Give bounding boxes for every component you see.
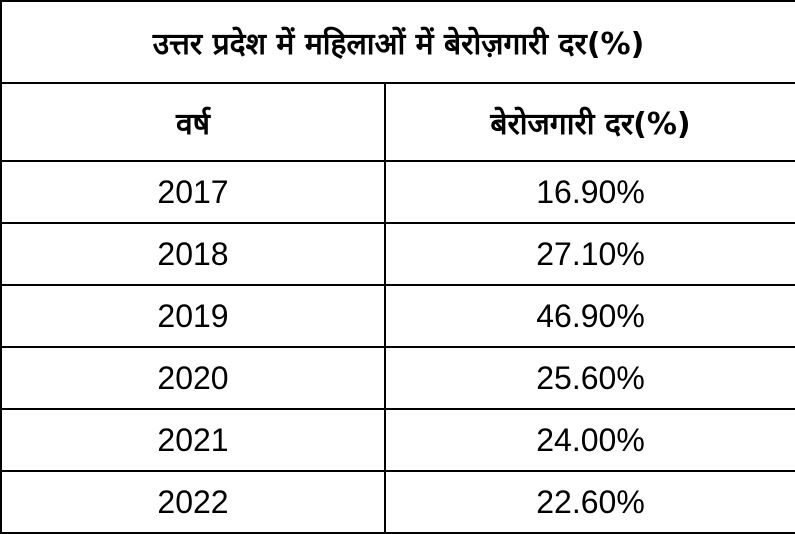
year-cell: 2017 xyxy=(0,160,386,224)
table-row: 2022 22.60% xyxy=(0,470,795,534)
year-cell: 2018 xyxy=(0,222,386,286)
table-row: 2021 24.00% xyxy=(0,408,795,472)
year-cell: 2020 xyxy=(0,346,386,410)
rate-cell: 22.60% xyxy=(383,470,795,534)
year-cell: 2019 xyxy=(0,284,386,348)
rate-cell: 46.90% xyxy=(383,284,795,348)
table-row: 2017 16.90% xyxy=(0,160,795,224)
year-cell: 2021 xyxy=(0,408,386,472)
table-row: 2019 46.90% xyxy=(0,284,795,348)
year-cell: 2022 xyxy=(0,470,386,534)
table-row: 2018 27.10% xyxy=(0,222,795,286)
table-row: 2020 25.60% xyxy=(0,346,795,410)
rate-cell: 27.10% xyxy=(383,222,795,286)
column-header-year: वर्ष xyxy=(0,82,386,162)
column-header-rate: बेरोजगारी दर(%) xyxy=(383,82,795,162)
title-row: उत्तर प्रदेश में महिलाओं में बेरोज़गारी … xyxy=(0,0,795,84)
table-title: उत्तर प्रदेश में महिलाओं में बेरोज़गारी … xyxy=(0,0,795,84)
rate-cell: 25.60% xyxy=(383,346,795,410)
rate-cell: 24.00% xyxy=(383,408,795,472)
rate-cell: 16.90% xyxy=(383,160,795,224)
header-row: वर्ष बेरोजगारी दर(%) xyxy=(0,82,795,162)
